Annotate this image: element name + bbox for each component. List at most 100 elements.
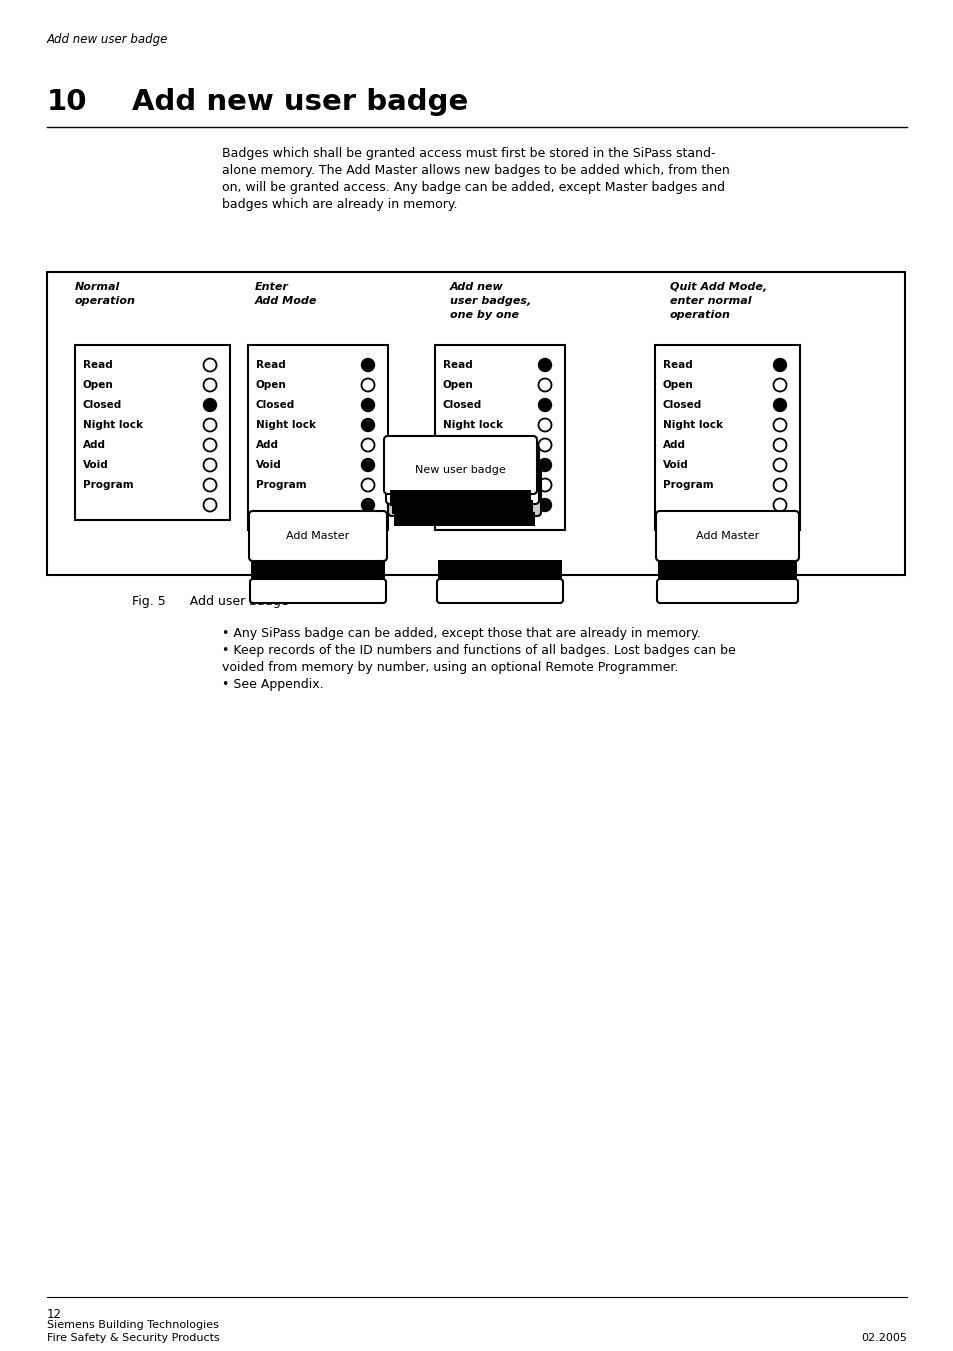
Text: Add: Add <box>442 440 465 450</box>
Text: voided from memory by number, using an optional Remote Programmer.: voided from memory by number, using an o… <box>222 661 678 674</box>
Text: user badges,: user badges, <box>450 296 531 305</box>
Text: Read: Read <box>442 359 473 370</box>
Bar <box>75 345 230 520</box>
Text: Closed: Closed <box>255 400 294 409</box>
Circle shape <box>361 378 375 392</box>
Circle shape <box>537 358 551 372</box>
FancyBboxPatch shape <box>436 580 562 603</box>
Circle shape <box>203 399 216 412</box>
Circle shape <box>773 399 785 412</box>
Text: Void: Void <box>662 459 688 470</box>
Bar <box>655 345 800 530</box>
Bar <box>251 561 385 578</box>
Text: Read: Read <box>662 359 692 370</box>
Text: Add: Add <box>83 440 106 450</box>
Text: Night lock: Night lock <box>442 420 502 430</box>
Circle shape <box>361 458 375 471</box>
Text: Closed: Closed <box>662 400 701 409</box>
Text: Night lock: Night lock <box>83 420 143 430</box>
Text: Read: Read <box>255 359 286 370</box>
Circle shape <box>203 478 216 492</box>
Bar <box>394 512 535 526</box>
Bar <box>248 345 388 530</box>
Circle shape <box>203 439 216 451</box>
Bar <box>47 272 904 576</box>
FancyBboxPatch shape <box>384 436 537 494</box>
Text: 10: 10 <box>47 88 88 116</box>
FancyBboxPatch shape <box>386 449 538 504</box>
Text: New user badge: New user badge <box>415 465 505 476</box>
Text: Open: Open <box>442 380 474 390</box>
Bar <box>392 500 533 513</box>
Circle shape <box>773 378 785 392</box>
Text: Void: Void <box>255 459 281 470</box>
Text: Read: Read <box>83 359 112 370</box>
Text: Add: Add <box>662 440 685 450</box>
Text: Night lock: Night lock <box>255 420 315 430</box>
Circle shape <box>537 378 551 392</box>
Bar <box>437 561 561 578</box>
Circle shape <box>203 458 216 471</box>
Circle shape <box>361 499 375 512</box>
Text: on, will be granted access. Any badge can be added, except Master badges and: on, will be granted access. Any badge ca… <box>222 181 724 195</box>
Circle shape <box>537 419 551 431</box>
Text: Open: Open <box>662 380 693 390</box>
Circle shape <box>773 419 785 431</box>
Text: badges which are already in memory.: badges which are already in memory. <box>222 199 457 211</box>
Text: Fig. 5      Add user badge: Fig. 5 Add user badge <box>132 594 289 608</box>
Text: Add new user badge: Add new user badge <box>47 32 168 46</box>
Text: Night lock: Night lock <box>662 420 722 430</box>
Circle shape <box>203 358 216 372</box>
Circle shape <box>773 478 785 492</box>
Text: Void: Void <box>442 459 468 470</box>
Bar <box>390 490 531 507</box>
Text: operation: operation <box>75 296 135 305</box>
Circle shape <box>537 499 551 512</box>
Text: Program: Program <box>83 480 133 490</box>
Text: • Keep records of the ID numbers and functions of all badges. Lost badges can be: • Keep records of the ID numbers and fun… <box>222 644 735 657</box>
Circle shape <box>361 478 375 492</box>
Circle shape <box>203 378 216 392</box>
Text: Enter: Enter <box>254 282 289 292</box>
Circle shape <box>361 419 375 431</box>
Text: Quit Add Mode,: Quit Add Mode, <box>669 282 766 292</box>
Text: Add Mode: Add Mode <box>254 296 317 305</box>
Text: Add new: Add new <box>450 282 503 292</box>
Text: Normal: Normal <box>75 282 120 292</box>
FancyBboxPatch shape <box>657 580 797 603</box>
Circle shape <box>361 399 375 412</box>
Text: alone memory. The Add Master allows new badges to be added which, from then: alone memory. The Add Master allows new … <box>222 163 729 177</box>
Text: Badges which shall be granted access must first be stored in the SiPass stand-: Badges which shall be granted access mus… <box>222 147 715 159</box>
Circle shape <box>537 478 551 492</box>
Text: Add new user badge: Add new user badge <box>132 88 468 116</box>
Text: Program: Program <box>662 480 713 490</box>
Text: Add Master: Add Master <box>286 531 349 540</box>
Circle shape <box>537 458 551 471</box>
FancyBboxPatch shape <box>250 580 386 603</box>
FancyBboxPatch shape <box>249 511 387 561</box>
Text: Open: Open <box>83 380 113 390</box>
Text: Closed: Closed <box>442 400 482 409</box>
Text: Program: Program <box>442 480 493 490</box>
FancyBboxPatch shape <box>388 459 540 516</box>
Text: operation: operation <box>669 309 730 320</box>
Text: Siemens Building Technologies: Siemens Building Technologies <box>47 1320 218 1329</box>
Bar <box>435 345 564 530</box>
Text: 02.2005: 02.2005 <box>861 1333 906 1343</box>
Circle shape <box>203 499 216 512</box>
Circle shape <box>773 499 785 512</box>
Text: Program: Program <box>255 480 306 490</box>
Text: Add Master: Add Master <box>695 531 759 540</box>
Circle shape <box>203 419 216 431</box>
Text: Add: Add <box>255 440 278 450</box>
Circle shape <box>361 439 375 451</box>
Text: enter normal: enter normal <box>669 296 751 305</box>
Circle shape <box>537 399 551 412</box>
Circle shape <box>773 358 785 372</box>
Text: Closed: Closed <box>83 400 122 409</box>
FancyBboxPatch shape <box>656 511 799 561</box>
Circle shape <box>537 439 551 451</box>
Circle shape <box>773 458 785 471</box>
Circle shape <box>361 358 375 372</box>
Text: 12: 12 <box>47 1308 62 1321</box>
